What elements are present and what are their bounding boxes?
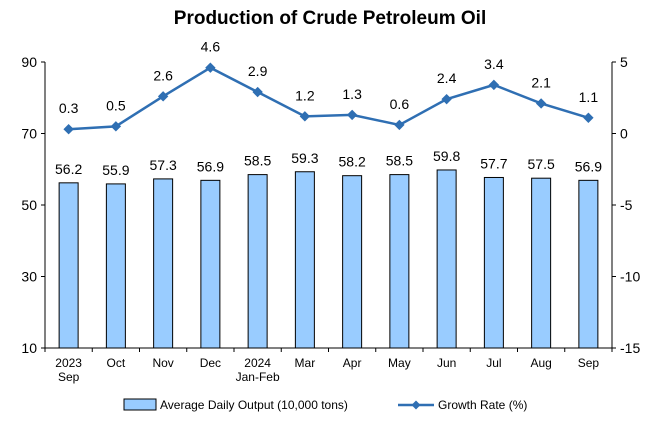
growth-rate-label: 2.6 [153, 67, 173, 83]
growth-rate-point [110, 121, 122, 132]
bar [294, 171, 315, 349]
x-axis-tick-label: Nov [152, 356, 173, 370]
x-axis-tick-label: Sep [578, 356, 600, 370]
growth-rate-label: 0.3 [59, 100, 79, 116]
growth-rate-point [63, 124, 74, 135]
growth-rate-point [394, 119, 405, 131]
x-axis-tick-label: Aug [530, 356, 551, 370]
x-axis-tick-label: Apr [343, 356, 362, 370]
bar-value-label: 58.5 [244, 153, 271, 169]
growth-rate-point [583, 112, 594, 123]
growth-rate-point [205, 62, 216, 73]
bar-value-label: 56.2 [55, 161, 82, 177]
x-axis-tick-label: 2023 Sep [55, 356, 82, 384]
x-axis-tick-label-line: Nov [152, 356, 173, 370]
growth-rate-label: 1.3 [342, 86, 362, 102]
bar [105, 183, 126, 349]
bar [153, 178, 174, 349]
x-axis-tick-label-line: Oct [107, 356, 126, 370]
x-axis-tick-label-line: Sep [578, 356, 600, 370]
bar [578, 179, 599, 349]
bar [200, 179, 221, 349]
growth-rate-label: 0.6 [390, 96, 410, 112]
bar-value-label: 56.9 [575, 158, 602, 174]
bar-value-label: 59.8 [433, 148, 460, 164]
growth-rate-label: 3.4 [484, 56, 504, 72]
growth-rate-point [441, 93, 452, 105]
bar-value-label: 57.3 [150, 157, 177, 173]
x-axis-tick-label: 2024 Jan-Feb [236, 356, 280, 384]
right-axis-tick-label: 0 [620, 126, 628, 142]
legend-bar-label: Average Daily Output (10,000 tons) [160, 398, 348, 412]
line-value-labels: 0.3 0.5 2.6 4.6 2.9 1.2 1.3 0.6 2.4 3.4 2.1 1.1 [59, 39, 598, 116]
left-axis-tick-label: 10 [21, 340, 37, 356]
right-axis-tick-label: -10 [620, 269, 640, 285]
right-axis-tick-label: -5 [620, 197, 633, 213]
growth-rate-label: 2.9 [248, 63, 268, 79]
left-axis-tick-label: 90 [21, 54, 37, 70]
growth-rate-point [488, 79, 500, 91]
growth-rate-label: 1.1 [579, 89, 599, 105]
bar [389, 174, 410, 349]
legend-line-marker [411, 400, 421, 410]
x-axis-tick-label-line: May [388, 356, 411, 370]
bar-value-labels: 56.2 55.9 57.3 56.9 58.5 59.3 58.2 58.5 59.8 57.7… [55, 148, 602, 178]
x-axis-tick-label-line: Dec [200, 356, 221, 370]
x-axis-tick-label: Mar [295, 356, 316, 370]
legend: Average Daily Output (10,000 tons) Growth… [123, 398, 527, 412]
x-axis-tick-label-line: Jul [486, 356, 501, 370]
growth-rate-point [299, 111, 311, 122]
bar-value-label: 58.5 [386, 153, 413, 169]
growth-rate-point [157, 91, 169, 102]
growth-rate-label: 2.1 [531, 74, 551, 90]
bar [531, 177, 552, 349]
growth-rate-line [68, 66, 589, 131]
x-axis-tick-label-line: Apr [343, 356, 362, 370]
x-axis-tick-label-line: Sep [58, 370, 80, 384]
x-axis-tick-label: Jul [486, 356, 501, 370]
growth-rate-point [535, 98, 547, 109]
growth-rate-label: 4.6 [201, 39, 221, 55]
right-axis-tick-label: -15 [620, 340, 640, 356]
chart-title: Production of Crude Petroleum Oil [173, 8, 487, 29]
bar [247, 174, 268, 349]
growth-rate-point [346, 109, 358, 121]
left-axis-tick-label: 50 [21, 197, 37, 213]
growth-rate-label: 1.2 [295, 87, 315, 103]
left-axis-tick-label: 30 [21, 269, 37, 285]
bar-series [58, 169, 599, 349]
bar-value-label: 57.7 [480, 155, 507, 171]
x-axis-tick-label-line: Mar [295, 356, 316, 370]
bar-value-label: 57.5 [528, 156, 555, 172]
growth-rate-label: 2.4 [437, 70, 457, 86]
left-axis-tick-label: 70 [21, 126, 37, 142]
x-axis-tick-label-line: 2024 [244, 356, 271, 370]
x-axis-tick-label: Dec [200, 356, 221, 370]
x-axis-tick-label: May [388, 356, 411, 370]
x-axis-tick-label: Oct [107, 356, 126, 370]
bar-value-label: 56.9 [197, 158, 224, 174]
bar [436, 169, 457, 349]
bar-value-label: 58.2 [339, 154, 366, 170]
line-series [63, 62, 594, 135]
growth-rate-label: 0.5 [106, 97, 126, 113]
growth-rate-point [252, 86, 263, 98]
x-axis-tick-label: Jun [437, 356, 456, 370]
legend-bar-swatch [123, 398, 157, 411]
bar [58, 182, 79, 349]
legend-line-label: Growth Rate (%) [438, 398, 527, 412]
bar [483, 176, 504, 349]
bar [342, 175, 363, 349]
bar-value-label: 55.9 [102, 162, 129, 178]
bar-value-label: 59.3 [291, 150, 318, 166]
x-axis-tick-label-line: Jun [437, 356, 456, 370]
x-axis-tick-label-line: Aug [530, 356, 551, 370]
x-axis-tick-label-line: 2023 [55, 356, 82, 370]
x-axis-tick-label-line: Jan-Feb [236, 370, 280, 384]
right-axis-tick-label: 5 [620, 54, 628, 70]
